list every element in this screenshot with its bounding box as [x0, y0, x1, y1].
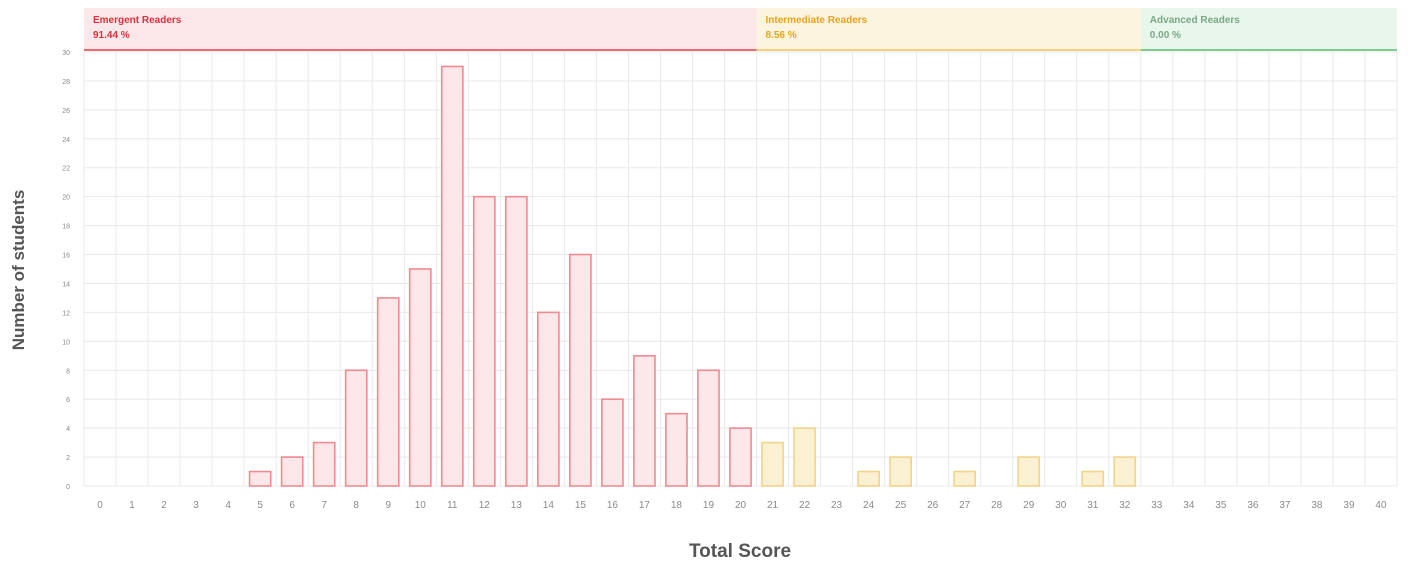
bar — [761, 441, 784, 487]
x-tick-label: 11 — [447, 500, 458, 511]
bar — [504, 195, 528, 487]
band-background — [756, 8, 1141, 50]
x-tick-label: 2 — [161, 500, 167, 511]
x-tick-label: 9 — [385, 500, 391, 511]
x-tick-label: 38 — [1311, 500, 1323, 511]
band-name: Intermediate Readers — [766, 15, 868, 26]
bar — [376, 297, 400, 487]
x-tick-label: 17 — [639, 500, 651, 511]
y-tick-label: 24 — [62, 137, 70, 144]
y-tick-label: 22 — [62, 166, 70, 173]
x-tick-label: 26 — [927, 500, 939, 511]
x-tick-label: 36 — [1247, 500, 1259, 511]
band-name: Advanced Readers — [1150, 15, 1240, 26]
y-tick-label: 28 — [62, 79, 70, 86]
band-percent: 91.44 % — [93, 30, 130, 41]
bar — [889, 456, 912, 487]
y-tick-label: 26 — [62, 108, 70, 115]
bar — [633, 354, 656, 487]
x-tick-label: 0 — [97, 500, 103, 511]
bar — [536, 311, 560, 487]
x-tick-label: 16 — [607, 500, 619, 511]
y-axis-title: Number of students — [9, 190, 28, 351]
grid-lines — [83, 51, 1398, 487]
x-tick-label: 18 — [671, 500, 683, 511]
bar — [665, 412, 688, 487]
x-tick-label: 10 — [415, 500, 427, 511]
x-tick-label: 37 — [1279, 500, 1291, 511]
bar — [408, 268, 432, 487]
band-name: Emergent Readers — [93, 15, 182, 26]
bar — [857, 470, 880, 487]
x-tick-label: 32 — [1119, 500, 1131, 511]
bar — [1081, 470, 1105, 487]
x-tick-label: 24 — [863, 500, 875, 511]
x-tick-label: 5 — [257, 500, 263, 511]
bar — [440, 65, 464, 487]
x-tick-label: 33 — [1151, 500, 1163, 511]
x-tick-label: 30 — [1055, 500, 1067, 511]
bar — [248, 470, 272, 487]
y-tick-label: 12 — [62, 310, 70, 317]
x-tick-label: 8 — [353, 500, 359, 511]
x-tick-label: 40 — [1375, 500, 1387, 511]
x-tick-label: 15 — [575, 500, 587, 511]
bar — [729, 427, 752, 487]
x-tick-label: 27 — [959, 500, 971, 511]
y-tick-label: 16 — [62, 253, 70, 260]
y-tick-label: 10 — [62, 339, 70, 346]
x-tick-label: 14 — [543, 500, 555, 511]
bar — [472, 195, 496, 487]
x-tick-label: 35 — [1215, 500, 1227, 511]
y-tick-label: 8 — [66, 368, 70, 375]
bar — [344, 369, 368, 487]
band-background — [84, 8, 757, 50]
x-tick-label: 25 — [895, 500, 907, 511]
x-tick-label: 20 — [735, 500, 747, 511]
x-tick-label: 34 — [1183, 500, 1195, 511]
bar — [312, 441, 336, 487]
x-tick-label: 19 — [703, 500, 715, 511]
y-tick-label: 30 — [62, 50, 70, 57]
x-tick-label: 28 — [991, 500, 1003, 511]
bar — [1113, 456, 1137, 487]
band-percent: 0.00 % — [1150, 30, 1181, 41]
bar — [1017, 456, 1041, 487]
y-tick-label: 2 — [66, 455, 70, 462]
x-tick-label: 3 — [193, 500, 199, 511]
y-tick-label: 6 — [66, 397, 70, 404]
x-axis-ticks: 0 1 2 3 4 5 6 7 8 9 10 11 12 13 14 15 16 17 18 19 20 21 22 23 24… — [97, 500, 1387, 511]
bar — [569, 253, 592, 487]
x-tick-label: 23 — [831, 500, 843, 511]
bars — [248, 65, 1137, 487]
y-tick-label: 4 — [66, 426, 70, 433]
y-tick-label: 14 — [62, 281, 70, 288]
x-tick-label: 12 — [479, 500, 491, 511]
y-tick-label: 18 — [62, 224, 70, 231]
x-tick-label: 29 — [1023, 500, 1035, 511]
x-tick-label: 39 — [1343, 500, 1355, 511]
x-tick-label: 4 — [225, 500, 231, 511]
bar — [280, 456, 304, 487]
x-tick-label: 7 — [321, 500, 327, 511]
x-tick-label: 13 — [511, 500, 523, 511]
reader-bands: Emergent Readers 91.44 % Intermediate Read… — [84, 8, 1397, 51]
y-tick-label: 20 — [62, 195, 70, 202]
x-tick-label: 22 — [799, 500, 811, 511]
x-tick-label: 6 — [289, 500, 295, 511]
x-axis-title: Total Score — [689, 541, 791, 562]
band-background — [1140, 8, 1397, 50]
bar — [793, 427, 816, 487]
band-percent: 8.56 % — [766, 30, 797, 41]
bar — [953, 470, 977, 487]
x-tick-label: 21 — [767, 500, 779, 511]
x-tick-label: 1 — [129, 500, 135, 511]
bar — [601, 398, 624, 487]
x-tick-label: 31 — [1087, 500, 1099, 511]
bar — [697, 369, 720, 487]
y-tick-label: 0 — [66, 484, 70, 491]
